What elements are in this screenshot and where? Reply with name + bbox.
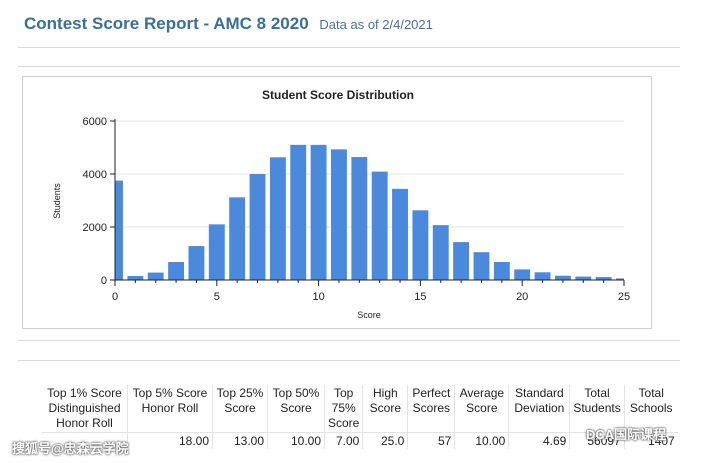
header-perfect-scores: Perfect Scores bbox=[407, 385, 455, 433]
cell-top1 bbox=[42, 432, 128, 449]
header-top25: Top 25% Score bbox=[212, 385, 268, 433]
divider bbox=[18, 360, 680, 361]
y-tick-label: 4000 bbox=[83, 169, 107, 181]
x-axis-label: Score bbox=[357, 310, 381, 320]
report-date: Data as of 2/4/2021 bbox=[319, 17, 433, 32]
cell-perfect-scores: 57 bbox=[407, 432, 455, 449]
header-top75: Top 75% Score bbox=[323, 385, 363, 433]
watermark-left: 搜狐号@忠森云学院 bbox=[12, 441, 129, 456]
score-distribution-chart: Student Score Distribution 0 2000 4000 6000… bbox=[22, 76, 652, 329]
header-high-score: High Score bbox=[362, 385, 408, 433]
cell-top5: 18.00 bbox=[127, 432, 213, 449]
bar bbox=[249, 174, 266, 280]
x-tick-label: 0 bbox=[112, 291, 118, 303]
bar bbox=[554, 275, 571, 280]
bar bbox=[595, 277, 612, 280]
bar bbox=[208, 224, 225, 280]
chart-svg: Student Score Distribution 0 2000 4000 6000… bbox=[52, 88, 631, 320]
bar bbox=[269, 157, 286, 280]
cell-top25: 13.00 bbox=[212, 432, 268, 449]
table-header-row: Top 1% Score Distinguished Honor Roll To… bbox=[42, 385, 678, 433]
y-axis-label: Students bbox=[52, 183, 62, 219]
x-tick-label: 25 bbox=[618, 291, 630, 303]
bar bbox=[310, 144, 327, 280]
divider bbox=[18, 340, 680, 341]
bar bbox=[351, 157, 368, 280]
bar bbox=[147, 272, 164, 280]
report-header: Contest Score Report - AMC 8 2020 Data a… bbox=[24, 14, 433, 34]
cell-std-dev: 4.69 bbox=[508, 432, 570, 449]
divider bbox=[18, 47, 680, 48]
bar bbox=[514, 269, 531, 280]
bar bbox=[473, 252, 490, 280]
y-tick-label: 6000 bbox=[83, 116, 107, 128]
table-row: 18.00 13.00 10.00 7.00 25.0 57 10.00 4.6… bbox=[42, 432, 678, 449]
x-tick-label: 5 bbox=[214, 291, 220, 303]
header-std-dev: Standard Deviation bbox=[508, 385, 570, 433]
axes: 0 2000 4000 6000 0 5 10 15 20 25 bbox=[83, 116, 631, 303]
y-tick-label: 0 bbox=[101, 275, 107, 287]
score-stats-table: Top 1% Score Distinguished Honor Roll To… bbox=[42, 385, 678, 449]
y-tick-label: 2000 bbox=[83, 222, 107, 234]
x-tick-label: 10 bbox=[312, 291, 324, 303]
cell-top50: 10.00 bbox=[267, 432, 325, 449]
bar bbox=[412, 210, 429, 280]
report-title: Contest Score Report - AMC 8 2020 bbox=[24, 14, 309, 33]
header-total-schools: Total Schools bbox=[623, 385, 678, 433]
bar bbox=[534, 272, 551, 280]
x-tick-label: 15 bbox=[414, 291, 426, 303]
watermark-right: DCA国际课程 bbox=[586, 427, 667, 442]
header-top1: Top 1% Score Distinguished Honor Roll bbox=[47, 386, 122, 430]
bar bbox=[453, 242, 470, 280]
bar bbox=[115, 180, 123, 280]
bar bbox=[290, 144, 307, 280]
cell-total-students: 56097 bbox=[569, 432, 625, 449]
x-tick-label: 20 bbox=[516, 291, 528, 303]
bar bbox=[229, 197, 246, 280]
bar bbox=[392, 188, 408, 280]
bar bbox=[331, 149, 347, 280]
bars bbox=[115, 144, 624, 280]
cell-total-schools: 1407 bbox=[623, 432, 678, 449]
bar bbox=[616, 278, 624, 280]
cell-top75: 7.00 bbox=[323, 432, 363, 449]
bar bbox=[493, 261, 510, 280]
bar bbox=[371, 171, 388, 280]
header-average-score: Average Score bbox=[454, 385, 509, 433]
divider bbox=[18, 66, 680, 67]
bar bbox=[127, 276, 144, 280]
bar bbox=[188, 246, 205, 280]
bar bbox=[432, 225, 449, 280]
bar bbox=[168, 261, 185, 280]
header-top50: Top 50% Score bbox=[267, 385, 325, 433]
header-total-students: Total Students bbox=[569, 385, 625, 433]
cell-high-score: 25.0 bbox=[362, 432, 408, 449]
bar bbox=[575, 276, 592, 280]
header-top5: Top 5% Score Honor Roll bbox=[127, 385, 213, 433]
cell-average-score: 10.00 bbox=[454, 432, 509, 449]
chart-title: Student Score Distribution bbox=[262, 88, 414, 102]
